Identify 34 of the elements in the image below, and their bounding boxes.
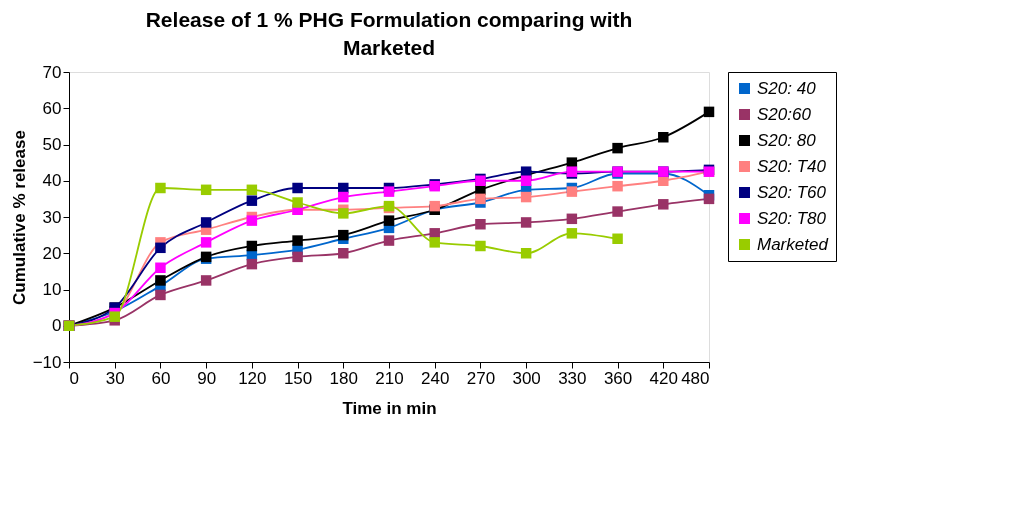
x-tick-label: 0 [69,368,79,388]
legend-label: S20:60 [757,104,812,124]
legend-label: S20: 80 [757,130,817,150]
x-tick-label: 360 [603,368,633,388]
x-tick-label: 270 [466,368,496,388]
x-tick-label: 330 [558,368,587,388]
x-tick-label: 480 [681,368,710,388]
y-tick-label: −10 [32,352,62,372]
chart-title: Release of 1 % PHG Formulation comparing with Marketed [145,8,633,59]
x-tick-label: 180 [329,368,358,388]
y-axis-title: Cumulative % release [9,130,29,305]
y-tick-label: 0 [52,316,62,336]
legend-label: S20: 40 [757,78,817,98]
legend-label: Marketed [757,234,829,254]
y-tick-label: 70 [42,62,62,82]
x-axis-title: Time in min [342,398,437,418]
y-tick-label: 30 [42,207,62,227]
x-tick-label: 90 [197,368,217,388]
x-tick-label: 120 [238,368,267,388]
y-tick-label: 40 [42,171,62,191]
x-tick-label: 150 [283,368,313,388]
x-tick-label: 60 [151,368,171,388]
legend-label: S20: T80 [757,208,827,228]
x-tick-label: 30 [105,368,125,388]
x-tick-label: 240 [421,368,450,388]
legend-label: S20: T40 [757,156,827,176]
y-tick-label: 20 [42,243,62,263]
x-tick-label: 210 [375,368,404,388]
y-tick-label: 10 [42,280,62,299]
legend-label: S20: T60 [757,182,827,202]
x-tick-label: 300 [512,368,541,388]
x-tick-label: 420 [649,368,678,388]
y-tick-label: 50 [42,135,62,154]
y-tick-label: 60 [42,98,62,118]
